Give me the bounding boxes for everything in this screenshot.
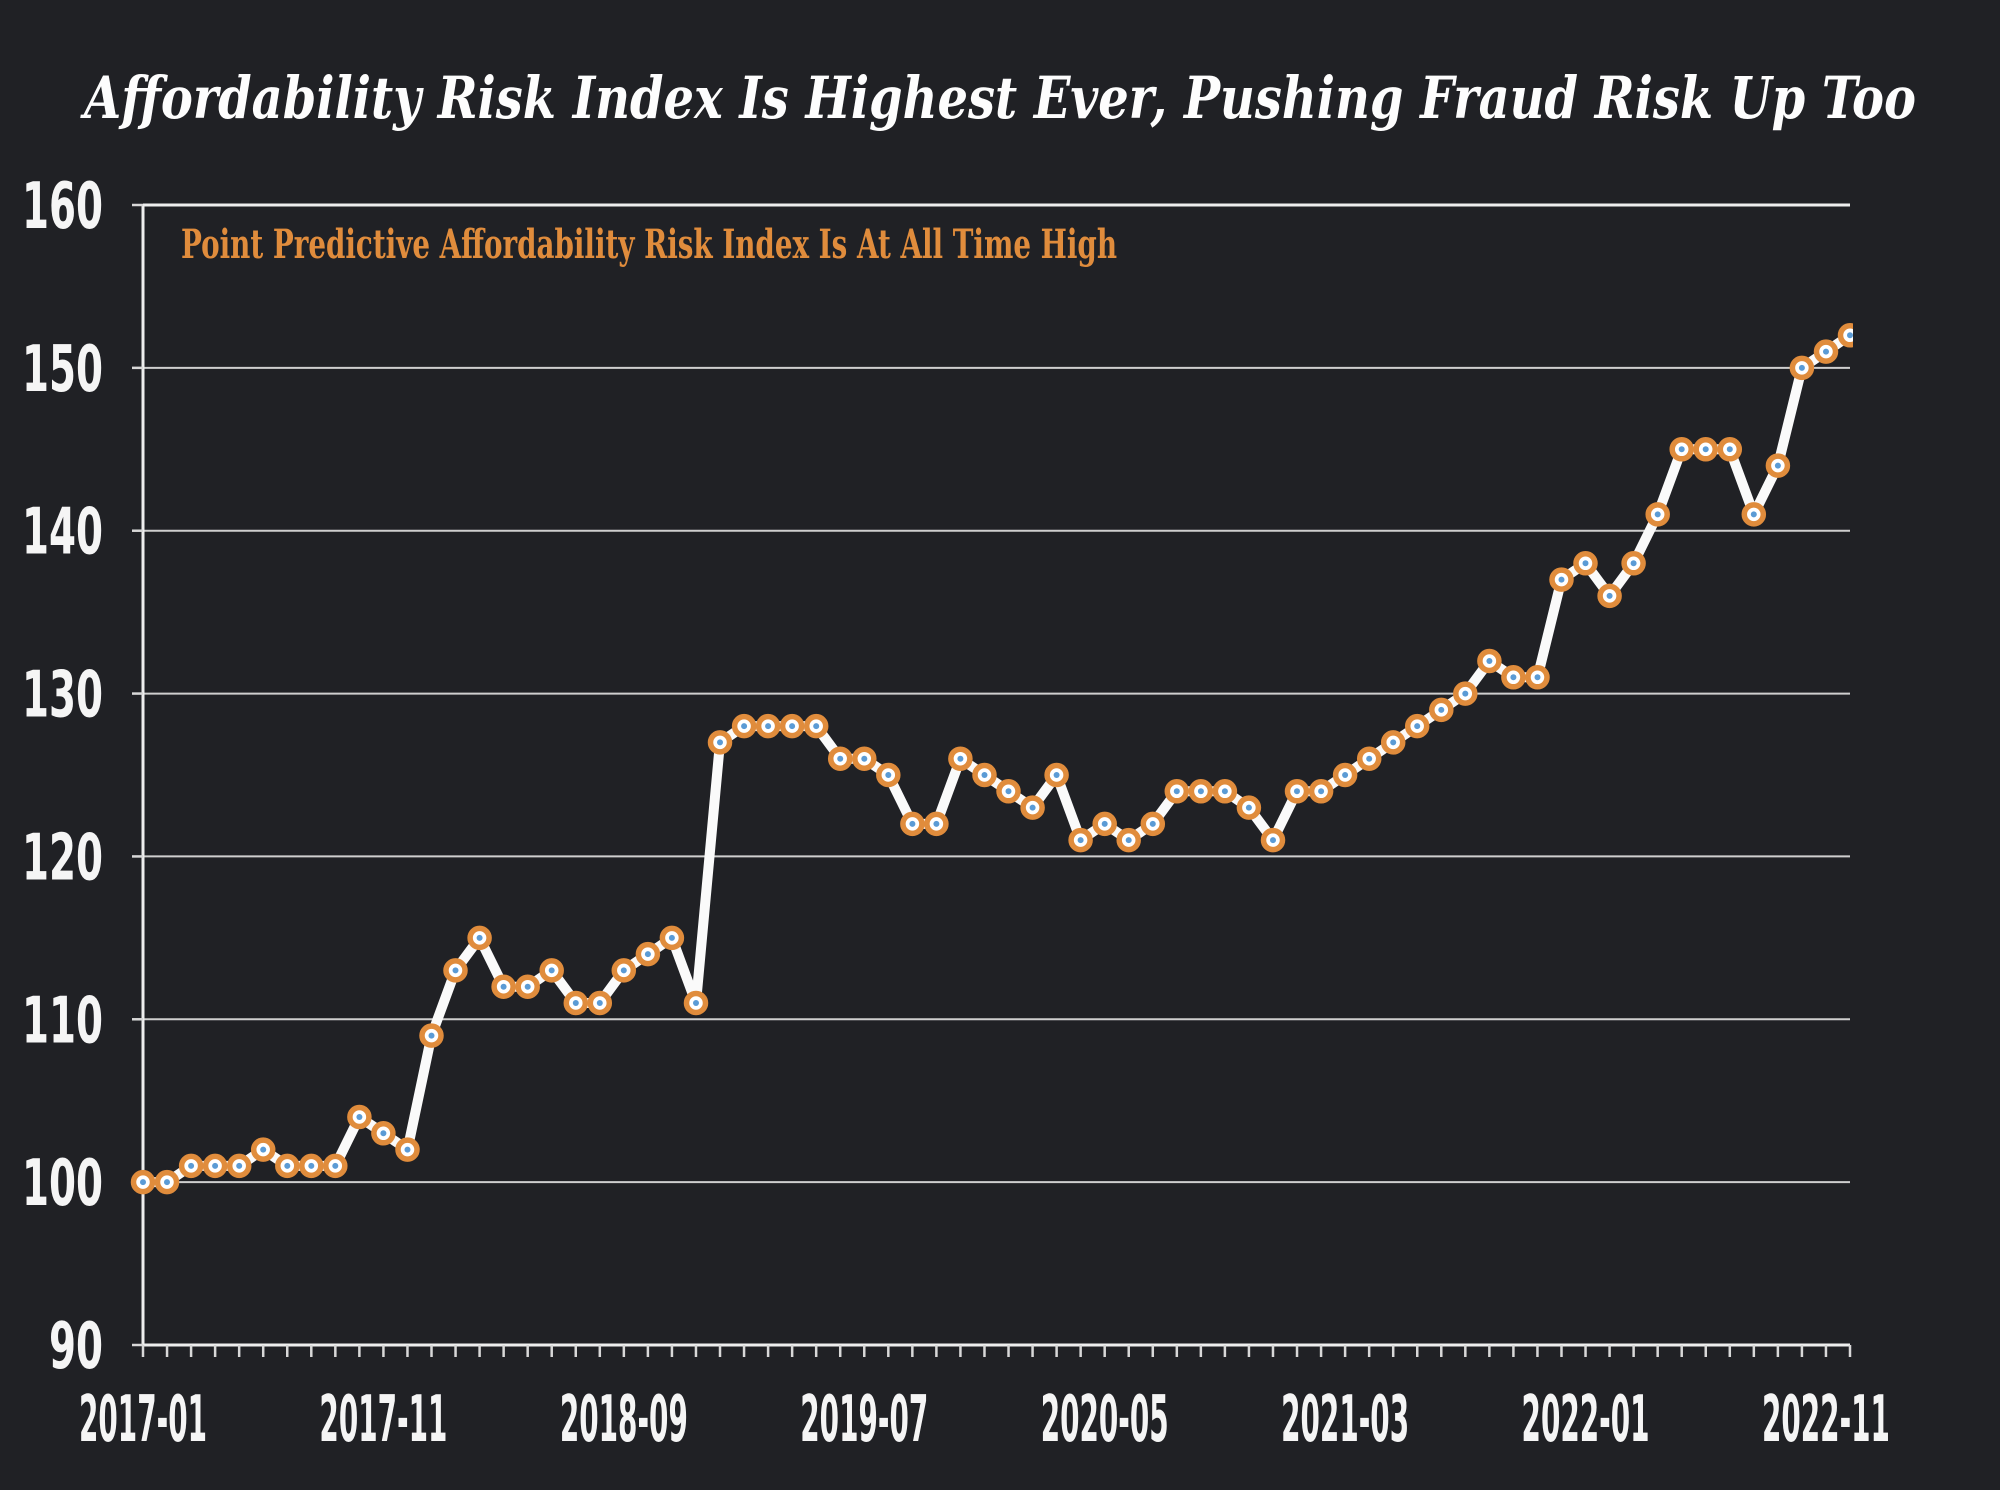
chart-annotation: Point Predictive Affordability Risk Inde… [181, 221, 1117, 268]
x-axis-labels: 2017-01 2017-11 2018-09 2019-07 2020-05 2021-… [79, 1383, 1890, 1457]
data-point-center-dot [933, 820, 940, 827]
y-axis-label: 130 [22, 659, 103, 733]
data-point-center-dot [789, 723, 796, 730]
data-point-center-dot [885, 772, 892, 778]
y-axis-label: 120 [22, 821, 103, 895]
data-point-center-dot [1173, 788, 1180, 795]
data-point-center-dot [284, 1162, 291, 1169]
data-series [130, 323, 1853, 1195]
data-point-center-dot [1534, 674, 1541, 681]
data-point-center-dot [1005, 788, 1012, 795]
y-axis-label: 150 [22, 333, 103, 407]
data-point-center-dot [572, 1000, 579, 1006]
data-point-center-dot [1101, 820, 1108, 827]
data-point-center-dot [813, 723, 820, 730]
data-point-center-dot [1053, 772, 1060, 778]
y-axis-label: 90 [49, 1310, 103, 1384]
data-point-center-dot [1294, 788, 1300, 795]
y-axis-label: 100 [22, 1147, 103, 1221]
x-axis-label: 2022-11 [1762, 1383, 1890, 1457]
data-point-center-dot [717, 739, 723, 746]
data-point-center-dot [1702, 446, 1709, 453]
x-axis-label: 2017-11 [319, 1383, 447, 1457]
data-point-center-dot [1847, 332, 1853, 339]
data-point-center-dot [644, 951, 651, 958]
data-point-center-dot [1270, 837, 1276, 844]
data-point-center-dot [1342, 772, 1349, 778]
data-point-center-dot [1558, 576, 1565, 583]
data-point-center-dot [765, 723, 772, 730]
data-point-center-dot [620, 967, 627, 974]
data-point-center-dot [548, 967, 555, 974]
data-point-center-dot [1221, 788, 1228, 795]
y-gridlines [143, 204, 1850, 1184]
data-point-center-dot [1486, 658, 1493, 664]
data-point-center-dot [741, 723, 748, 730]
data-point-center-dot [332, 1162, 339, 1169]
data-point-center-dot [1510, 674, 1517, 681]
chart-title: Affordability Risk Index Is Highest Ever… [80, 64, 1916, 132]
data-point-center-dot [1798, 364, 1805, 371]
data-point-center-dot [1606, 592, 1613, 599]
data-point-center-dot [1366, 755, 1373, 762]
data-point-center-dot [404, 1146, 411, 1153]
data-point-center-dot [476, 934, 483, 941]
data-point-center-dot [1125, 837, 1132, 844]
data-point-center-dot [1245, 804, 1252, 811]
data-point-center-dot [1630, 560, 1637, 567]
data-point-center-dot [1823, 348, 1829, 355]
series-line [138, 330, 1853, 1188]
data-point-center-dot [500, 983, 507, 990]
data-point-center-dot [1462, 690, 1469, 697]
data-point-center-dot [212, 1162, 219, 1169]
data-point-center-dot [1390, 739, 1397, 746]
data-point-center-dot [837, 755, 844, 762]
data-point-center-dot [260, 1146, 267, 1153]
data-point-center-dot [1750, 511, 1757, 518]
y-axis-label: 160 [22, 170, 103, 244]
data-point-center-dot [524, 983, 531, 990]
data-point-center-dot [1029, 804, 1036, 811]
x-axis-label: 2020-05 [1041, 1383, 1169, 1457]
data-point-center-dot [1318, 788, 1325, 795]
data-point-center-dot [356, 1114, 363, 1120]
data-point-center-dot [909, 820, 916, 827]
data-point-center-dot [308, 1162, 315, 1169]
data-point-center-dot [1414, 723, 1421, 730]
data-point-center-dot [1654, 511, 1661, 518]
data-point-center-dot [1438, 706, 1445, 713]
data-point-center-dot [1149, 820, 1156, 827]
y-axis-labels: 90 100 110 120 130 140 150 160 [22, 170, 103, 1384]
x-axis-label: 2017-01 [79, 1383, 207, 1457]
data-point-center-dot [428, 1032, 435, 1039]
data-point-center-dot [693, 1000, 699, 1006]
x-axis-label: 2021-03 [1281, 1383, 1409, 1457]
data-point-center-dot [1726, 446, 1733, 453]
data-point-center-dot [981, 772, 988, 778]
data-point-center-dot [236, 1162, 243, 1169]
data-point-center-dot [380, 1130, 387, 1137]
x-axis-label: 2022-01 [1522, 1383, 1650, 1457]
x-axis-label: 2018-09 [560, 1383, 688, 1457]
axes-spines [141, 203, 1850, 1347]
data-point-center-dot [1077, 837, 1084, 844]
data-point-center-dot [452, 967, 459, 974]
data-point-center-dot [957, 755, 964, 762]
data-point-center-dot [596, 1000, 603, 1006]
data-point-marker [1837, 323, 1853, 348]
data-point-center-dot [861, 755, 868, 762]
y-axis-label: 110 [22, 984, 103, 1058]
data-point-center-dot [140, 1179, 146, 1186]
data-point-center-dot [1774, 462, 1781, 469]
data-point-center-dot [1197, 788, 1204, 795]
data-point-center-dot [668, 934, 675, 941]
y-axis-label: 140 [22, 496, 103, 570]
data-point-center-dot [1678, 446, 1685, 453]
data-point-center-dot [164, 1179, 170, 1186]
x-axis-label: 2019-07 [800, 1383, 928, 1457]
data-point-center-dot [1582, 560, 1589, 567]
data-point-center-dot [188, 1162, 195, 1169]
